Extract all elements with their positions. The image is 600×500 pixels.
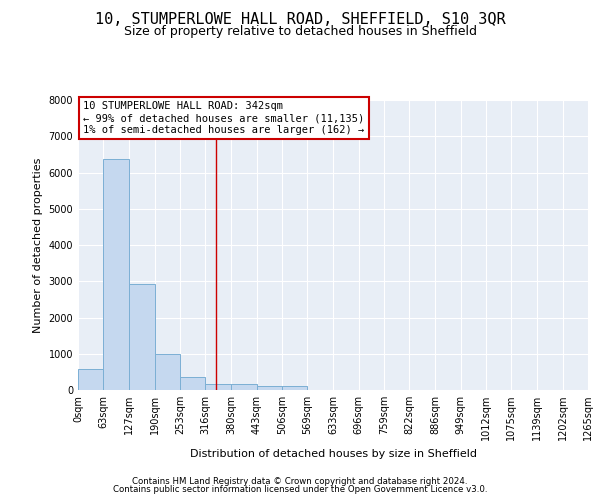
Bar (205, 384, 231, 390)
Bar (78, 369, 103, 390)
Y-axis label: Number of detached properties: Number of detached properties (33, 158, 43, 332)
Text: 10, STUMPERLOWE HALL ROAD, SHEFFIELD, S10 3QR: 10, STUMPERLOWE HALL ROAD, SHEFFIELD, S1… (95, 12, 505, 28)
Bar (257, 386, 282, 390)
Bar (129, 284, 155, 390)
Bar (103, 158, 129, 390)
Text: Size of property relative to detached houses in Sheffield: Size of property relative to detached ho… (124, 25, 476, 38)
Bar (231, 384, 257, 390)
Text: 10 STUMPERLOWE HALL ROAD: 342sqm
← 99% of detached houses are smaller (11,135)
1: 10 STUMPERLOWE HALL ROAD: 342sqm ← 99% o… (83, 102, 364, 134)
Bar (180, 376, 205, 390)
Text: Contains HM Land Registry data © Crown copyright and database right 2024.: Contains HM Land Registry data © Crown c… (132, 477, 468, 486)
Bar (282, 386, 307, 390)
Bar (155, 354, 180, 390)
X-axis label: Distribution of detached houses by size in Sheffield: Distribution of detached houses by size … (190, 448, 476, 458)
Text: Contains public sector information licensed under the Open Government Licence v3: Contains public sector information licen… (113, 485, 487, 494)
